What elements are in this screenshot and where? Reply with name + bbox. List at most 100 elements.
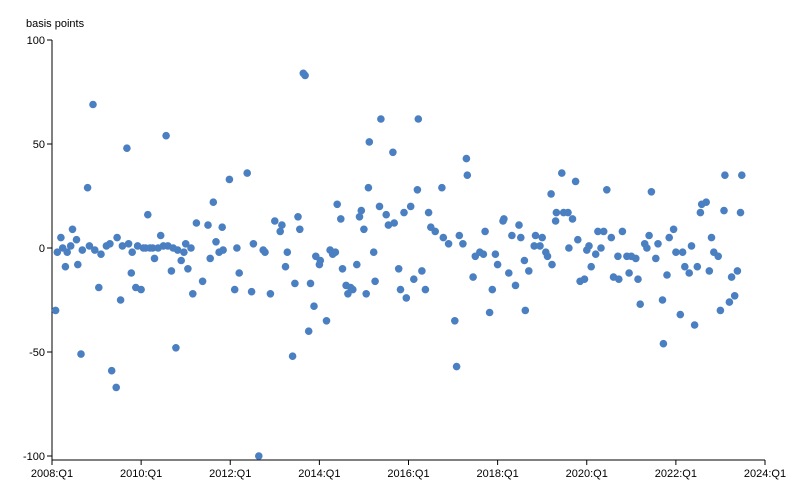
data-point: [517, 233, 525, 242]
data-point: [396, 285, 405, 294]
data-point: [714, 252, 722, 261]
data-point: [384, 221, 393, 229]
data-point: [418, 267, 426, 275]
data-point: [316, 256, 325, 265]
data-point: [738, 171, 746, 179]
y-axis-label: basis points: [26, 18, 85, 30]
data-point: [243, 169, 251, 177]
data-point: [181, 240, 190, 248]
data-point: [574, 235, 582, 244]
data-point: [438, 183, 446, 192]
data-point: [693, 262, 702, 271]
data-point: [424, 208, 433, 217]
data-point: [89, 100, 97, 109]
data-point: [614, 252, 622, 261]
y-tick-label: -100: [23, 451, 45, 463]
data-point: [669, 225, 678, 234]
x-tick-label: 2020:Q1: [566, 468, 608, 480]
data-point: [106, 240, 114, 248]
data-point: [230, 285, 239, 294]
data-point: [568, 215, 577, 223]
data-point: [536, 242, 544, 250]
data-point: [254, 452, 263, 460]
data-point: [508, 231, 516, 240]
data-point: [57, 233, 65, 242]
data-point: [687, 242, 696, 250]
data-point: [296, 225, 304, 234]
data-point: [137, 285, 145, 294]
data-point: [377, 115, 385, 123]
x-tick-label: 2010:Q1: [120, 468, 162, 480]
data-point: [173, 246, 182, 254]
data-point: [331, 248, 340, 256]
data-point: [431, 227, 440, 236]
data-point: [543, 252, 552, 261]
data-point: [177, 256, 185, 265]
data-point: [505, 269, 513, 277]
data-point: [133, 242, 142, 250]
data-point: [580, 275, 589, 284]
data-point: [636, 300, 644, 309]
data-point: [77, 350, 85, 358]
data-point: [390, 219, 399, 227]
data-point: [288, 352, 297, 361]
data-point: [690, 321, 699, 329]
data-point: [247, 287, 256, 296]
data-point: [705, 267, 714, 275]
data-point: [603, 186, 611, 194]
x-tick-label: 2014:Q1: [298, 468, 340, 480]
data-point: [665, 233, 673, 242]
data-point: [676, 310, 685, 319]
data-point: [462, 154, 471, 163]
data-point: [148, 244, 157, 252]
data-point: [209, 198, 218, 206]
data-point: [128, 248, 136, 256]
data-point: [150, 254, 159, 263]
data-points: [51, 69, 746, 460]
data-point: [83, 183, 92, 192]
data-point: [632, 254, 640, 263]
data-point: [591, 250, 600, 258]
data-point: [597, 244, 605, 252]
data-point: [198, 277, 207, 286]
data-point: [451, 317, 459, 325]
data-point: [452, 362, 461, 371]
data-point: [281, 262, 290, 271]
data-point: [389, 148, 397, 157]
data-point: [594, 227, 602, 236]
data-point: [271, 217, 279, 225]
data-point: [547, 190, 555, 198]
y-tick-label: -50: [29, 347, 45, 359]
data-point: [68, 225, 77, 234]
data-point: [413, 186, 422, 194]
data-point: [276, 227, 285, 236]
data-point: [219, 246, 227, 254]
data-point: [652, 254, 660, 263]
data-point: [249, 240, 258, 248]
data-point: [212, 238, 220, 246]
data-point: [564, 208, 572, 217]
data-point: [233, 244, 241, 252]
data-point: [485, 308, 494, 317]
y-ticks: 100 50 0 -50 -100: [23, 35, 52, 463]
data-point: [144, 210, 152, 219]
data-point: [167, 267, 176, 275]
data-point: [439, 233, 448, 242]
data-point: [301, 71, 309, 80]
data-point: [491, 250, 500, 258]
data-point: [116, 296, 125, 304]
x-tick-label: 2008:Q1: [31, 468, 73, 480]
data-point: [571, 177, 580, 186]
data-point: [672, 248, 680, 256]
data-point: [291, 279, 299, 288]
data-point: [716, 306, 725, 315]
data-point: [531, 231, 540, 240]
data-point: [53, 248, 62, 256]
data-point: [382, 210, 391, 219]
data-point: [481, 227, 489, 236]
data-point: [463, 171, 472, 179]
data-point: [558, 169, 566, 177]
data-point: [364, 183, 373, 192]
data-point: [225, 175, 234, 184]
data-point: [736, 208, 745, 217]
